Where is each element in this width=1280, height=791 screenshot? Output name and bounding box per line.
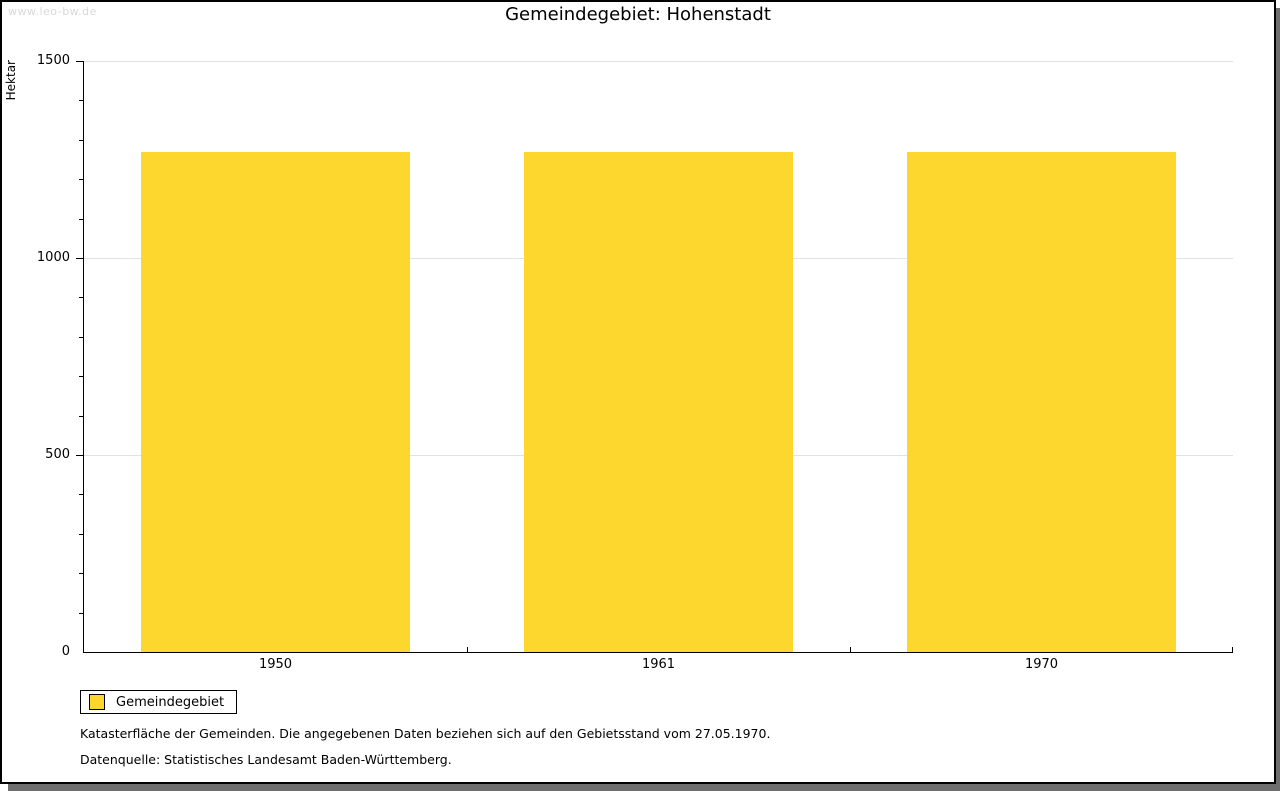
legend-swatch-icon [89,694,105,710]
bar-1961 [524,151,793,652]
x-label-1961: 1961 [641,657,676,672]
y-tick-label-1500: 1500 [36,53,70,68]
y-minor-tick-1400 [79,100,83,101]
chart-title: Gemeindegebiet: Hohenstadt [505,4,771,25]
y-minor-tick-700 [79,376,83,377]
y-tick-label-1000: 1000 [36,250,70,265]
page-drop-shadow-bottom [8,784,1276,791]
legend-box: Gemeindegebiet [80,690,238,714]
y-minor-tick-200 [79,573,83,574]
x-boundary-tick-1 [467,647,468,652]
y-tick-1000 [76,258,83,259]
y-minor-tick-100 [79,613,83,614]
y-minor-tick-1300 [79,140,83,141]
y-tick-1500 [76,61,83,62]
y-minor-tick-800 [79,337,83,338]
plot-area: 0 500 1000 1500 1950 1961 1970 [37,53,1233,672]
y-minor-tick-1100 [79,219,83,220]
bar-1950 [141,151,410,652]
y-tick-label-0: 0 [61,644,70,659]
y-minor-tick-900 [79,297,83,298]
footer-datasource: Datenquelle: Statistisches Landesamt Bad… [80,752,452,767]
x-label-1970: 1970 [1024,657,1059,672]
watermark: www.leo-bw.de [8,5,97,18]
y-tick-label-500: 500 [45,447,70,462]
x-label-1950: 1950 [258,657,293,672]
x-boundary-tick-3 [1232,647,1233,652]
y-minor-tick-1200 [79,179,83,180]
y-tick-500 [76,455,83,456]
y-minor-tick-400 [79,494,83,495]
page-drop-shadow-right [1276,8,1280,791]
gridline-1500 [84,61,1233,62]
legend-label: Gemeindegebiet [116,694,225,710]
bar-1970 [907,151,1176,652]
y-minor-tick-600 [79,416,83,417]
y-minor-tick-300 [79,534,83,535]
x-boundary-tick-2 [850,647,851,652]
footer-description: Katasterfläche der Gemeinden. Die angege… [80,726,771,741]
